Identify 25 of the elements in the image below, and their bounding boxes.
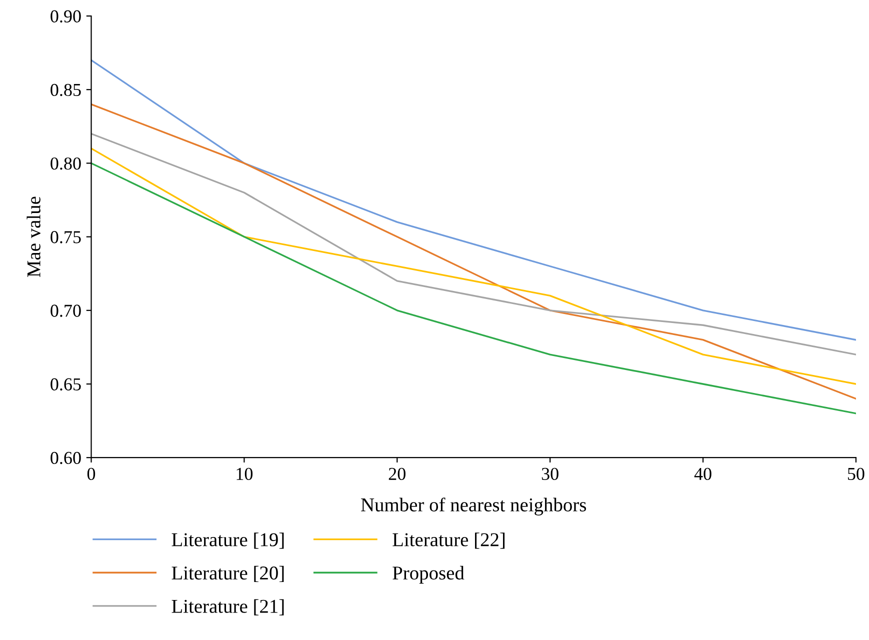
x-tick-label: 10	[236, 468, 253, 480]
x-tick-label: 50	[848, 468, 864, 480]
x-tick-label: 20	[388, 468, 406, 480]
y-tick-label: 0.75	[50, 231, 81, 244]
line-series	[91, 103, 856, 400]
legend-label: Literature [22]	[392, 532, 505, 549]
legend-label: Literature [21]	[172, 599, 284, 616]
x-tick-label: 0	[87, 468, 96, 480]
x-tick-label: 40	[694, 468, 712, 480]
y-tick-label: 0.60	[50, 452, 81, 464]
legend-label: Literature [19]	[172, 532, 284, 549]
y-tick-label: 0.70	[50, 304, 81, 317]
y-tick-label: 0.80	[50, 157, 81, 170]
y-tick-label: 0.90	[50, 10, 81, 23]
line-series	[91, 59, 856, 341]
y-tick-label: 0.65	[50, 378, 81, 391]
x-axis-title: Number of nearest neighbors	[361, 498, 586, 516]
line-series	[91, 132, 856, 356]
x-tick-label: 30	[542, 468, 558, 480]
legend-label: Proposed	[392, 566, 464, 584]
y-tick-label: 0.85	[50, 84, 81, 96]
y-axis-title: Mae value	[26, 196, 40, 278]
line-series	[91, 148, 856, 385]
line-series	[91, 162, 856, 414]
legend-label: Literature [20]	[172, 566, 284, 582]
